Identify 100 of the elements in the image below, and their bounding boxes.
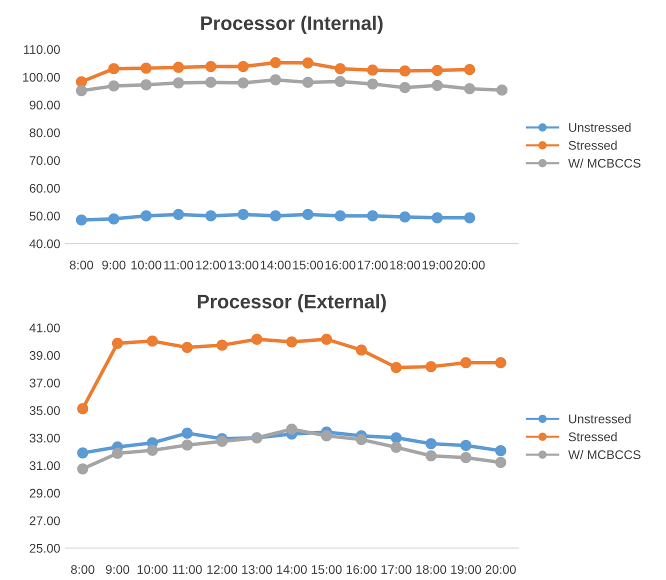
point — [112, 448, 124, 459]
point — [495, 445, 506, 456]
point — [140, 210, 152, 222]
y-tick-label: 27.00 — [30, 516, 60, 526]
x-tick-label: 9:00 — [106, 565, 130, 574]
point — [334, 76, 346, 88]
x-tick-label: 20:00 — [454, 260, 485, 270]
chart-title: Processor (Internal) — [201, 16, 383, 34]
point — [77, 403, 88, 414]
chart-title: Processor (External) — [198, 294, 386, 312]
x-tick-label: 18:00 — [416, 565, 446, 574]
point — [216, 340, 228, 351]
point — [286, 424, 298, 435]
point — [464, 64, 476, 76]
point — [399, 65, 410, 77]
point — [112, 338, 124, 349]
point — [464, 212, 476, 224]
x-tick-label: 18:00 — [390, 260, 420, 270]
point — [238, 60, 249, 72]
x-tick-label: 13:00 — [228, 260, 258, 270]
point — [432, 64, 443, 76]
x-tick-label: 19:00 — [451, 565, 482, 574]
x-tick-label: 17:00 — [382, 565, 412, 574]
x-tick-label: 10:00 — [138, 565, 168, 574]
legend-label: Stressed — [568, 140, 617, 150]
x-tick-label: 19:00 — [422, 260, 452, 270]
point — [432, 80, 443, 91]
point — [302, 208, 314, 220]
y-tick-label: 90.00 — [30, 100, 60, 110]
y-tick-label: 31.00 — [30, 461, 60, 470]
x-tick-label: 13:00 — [242, 565, 272, 574]
point — [302, 76, 314, 88]
y-tick-label: 39.00 — [30, 351, 60, 360]
legend-label: W/ MCBCCS — [568, 158, 640, 168]
point — [182, 428, 193, 439]
point — [460, 452, 472, 464]
y-tick-label: 70.00 — [30, 156, 60, 165]
x-tick-label: 17:00 — [358, 260, 388, 270]
x-tick-label: 12:00 — [207, 565, 238, 574]
point — [495, 456, 506, 468]
point — [108, 63, 120, 74]
point — [238, 208, 249, 220]
point — [76, 85, 87, 96]
legend-label: Unstressed — [569, 122, 631, 132]
point — [108, 80, 120, 92]
y-tick-label: 25.00 — [30, 544, 60, 553]
x-tick-label: 11:00 — [172, 565, 202, 574]
point — [146, 444, 158, 456]
point — [367, 210, 378, 222]
point — [76, 214, 87, 226]
point — [238, 77, 249, 88]
x-tick-label: 14:00 — [260, 260, 291, 270]
point — [399, 211, 410, 223]
point — [426, 450, 437, 462]
y-tick-label: 37.00 — [30, 378, 60, 388]
point — [426, 438, 437, 450]
point — [140, 79, 152, 90]
point — [172, 62, 184, 73]
x-tick-label: 16:00 — [326, 260, 356, 270]
x-tick-label: 20:00 — [486, 565, 516, 574]
point — [172, 77, 184, 88]
point — [320, 430, 332, 442]
point — [172, 208, 184, 220]
x-tick-label: 8:00 — [70, 260, 94, 270]
point — [334, 63, 346, 74]
y-tick-label: 60.00 — [30, 184, 60, 193]
x-tick-label: 15:00 — [293, 260, 324, 270]
x-tick-label: 10:00 — [131, 260, 162, 270]
point — [334, 210, 346, 222]
y-tick-label: 29.00 — [30, 488, 60, 498]
point — [182, 440, 193, 451]
point — [216, 436, 228, 447]
point — [108, 213, 120, 224]
point — [460, 357, 472, 368]
x-tick-label: 14:00 — [277, 565, 307, 574]
point — [495, 357, 506, 368]
point — [390, 432, 402, 444]
y-tick-label: 80.00 — [30, 128, 60, 138]
x-tick-label: 8:00 — [71, 565, 94, 574]
point — [320, 334, 332, 345]
x-tick-label: 16:00 — [346, 565, 377, 574]
point — [302, 57, 314, 68]
point — [390, 442, 402, 453]
y-tick-label: 33.00 — [30, 434, 60, 443]
point — [146, 336, 158, 347]
point — [356, 344, 367, 356]
point — [367, 78, 378, 90]
legend-label: W/ MCBCCS — [568, 450, 640, 460]
y-tick-label: 100.00 — [23, 72, 60, 82]
y-tick-label: 40.00 — [29, 239, 60, 248]
point — [496, 84, 508, 96]
x-tick-label: 9:00 — [102, 260, 126, 270]
y-tick-label: 50.00 — [30, 212, 60, 220]
point — [182, 342, 193, 353]
x-tick-label: 11:00 — [164, 260, 194, 270]
point — [77, 447, 88, 458]
point — [270, 210, 282, 222]
legend-label: Unstressed — [569, 414, 631, 424]
y-tick-label: 35.00 — [30, 406, 60, 415]
point — [460, 440, 472, 452]
